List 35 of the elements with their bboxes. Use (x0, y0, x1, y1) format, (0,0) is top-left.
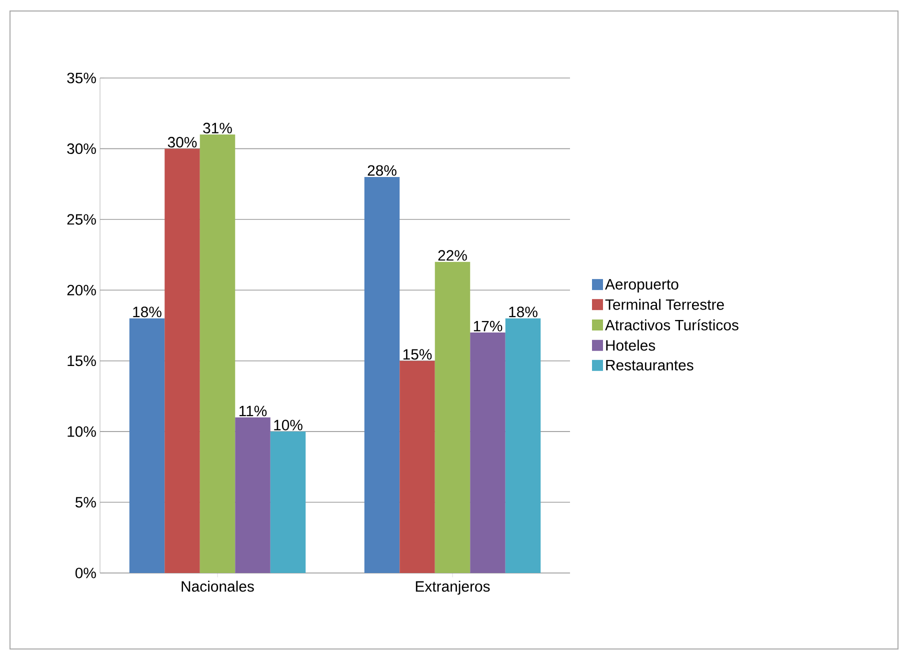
y-tick-label: 15% (68, 356, 96, 366)
bar (270, 432, 306, 573)
y-tick-label: 30% (67, 143, 96, 154)
data-label: 11% (240, 406, 267, 416)
bar (235, 417, 270, 573)
y-tick-label: 35% (67, 72, 96, 84)
y-tick-label: 25% (67, 214, 96, 225)
data-label: 15% (403, 349, 432, 360)
x-tick-label: Extranjeros (416, 580, 490, 595)
y-tick-label: 10% (68, 426, 96, 437)
bar (470, 332, 506, 573)
data-label: 31% (203, 122, 232, 134)
data-label: 17% (474, 320, 502, 332)
data-label: 10% (274, 420, 302, 430)
data-label: 30% (168, 136, 197, 148)
data-label: 28% (368, 165, 396, 176)
bar (505, 318, 541, 573)
y-tick-label: 0% (75, 568, 96, 578)
x-tick-label: Nacionales (182, 580, 254, 592)
bar (200, 134, 236, 573)
legend-label: Terminal Terrestre (605, 298, 724, 310)
y-tick-label: 20% (67, 284, 96, 296)
legend-label: Hoteles (606, 340, 656, 351)
data-label: 18% (509, 306, 538, 318)
legend-label: Atractivos Turísticos (605, 319, 738, 330)
legend-label: Restaurantes (606, 360, 694, 370)
data-label: 22% (438, 250, 467, 261)
y-tick-label: 5% (75, 497, 96, 508)
data-label: 18% (133, 306, 162, 318)
bar (129, 318, 165, 573)
legend-label: Aeropuerto (605, 279, 678, 293)
bar (164, 148, 200, 573)
bar (434, 262, 470, 573)
bar (364, 176, 400, 573)
bar (400, 360, 435, 573)
